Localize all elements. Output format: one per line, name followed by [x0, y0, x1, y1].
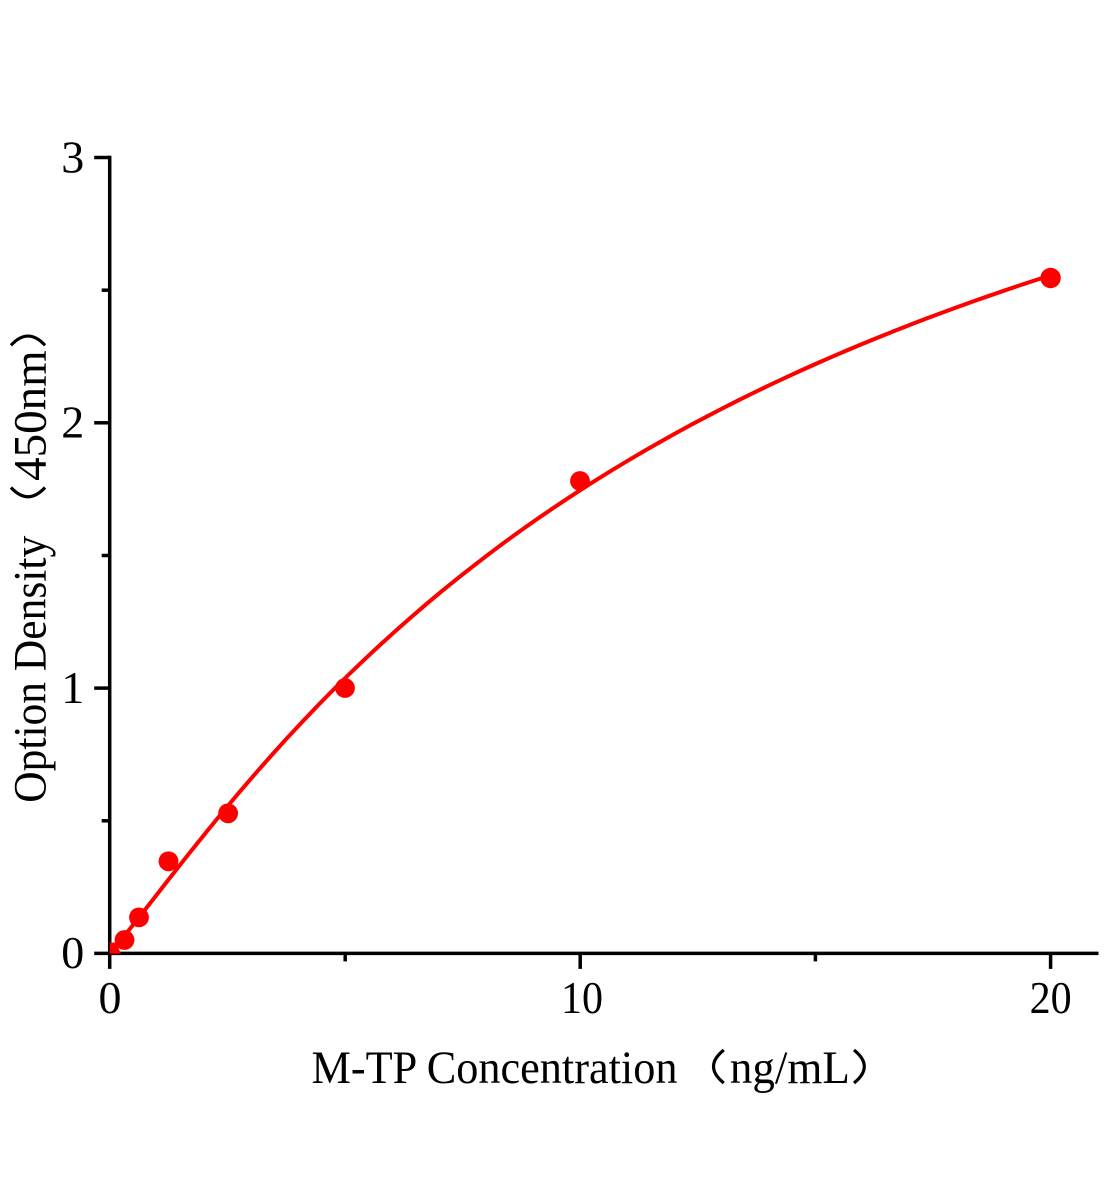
svg-text:M-TP Concentration: M-TP Concentration: [312, 1042, 678, 1094]
svg-text:20: 20: [1030, 972, 1072, 1023]
svg-text:2: 2: [61, 397, 84, 448]
svg-text:1: 1: [61, 662, 84, 713]
svg-text:450nm: 450nm: [5, 350, 57, 481]
svg-text:10: 10: [561, 972, 603, 1023]
svg-text:0: 0: [99, 972, 122, 1023]
svg-text:0: 0: [61, 927, 84, 978]
svg-text:3: 3: [61, 131, 84, 182]
svg-text:ng/mL: ng/mL: [730, 1042, 850, 1094]
svg-text:Option Density: Option Density: [5, 535, 57, 802]
